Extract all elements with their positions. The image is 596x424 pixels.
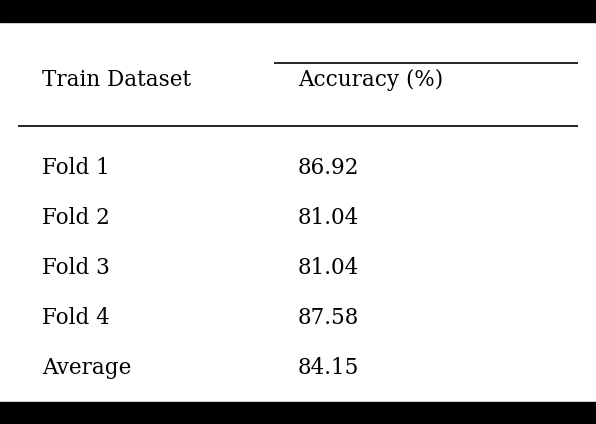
Text: 87.58: 87.58 (298, 307, 359, 329)
Text: Fold 3: Fold 3 (42, 257, 110, 279)
Bar (0, 402, 596, 424)
Text: 84.15: 84.15 (298, 357, 359, 379)
Text: Average: Average (42, 357, 131, 379)
Text: Fold 1: Fold 1 (42, 157, 110, 179)
Text: 81.04: 81.04 (298, 257, 359, 279)
Text: Accuracy (%): Accuracy (%) (298, 69, 443, 91)
Text: Fold 4: Fold 4 (42, 307, 110, 329)
Text: Fold 2: Fold 2 (42, 207, 110, 229)
Text: 81.04: 81.04 (298, 207, 359, 229)
Text: 86.92: 86.92 (298, 157, 359, 179)
Bar (0, 0, 596, 22)
Text: Train Dataset: Train Dataset (42, 69, 191, 91)
